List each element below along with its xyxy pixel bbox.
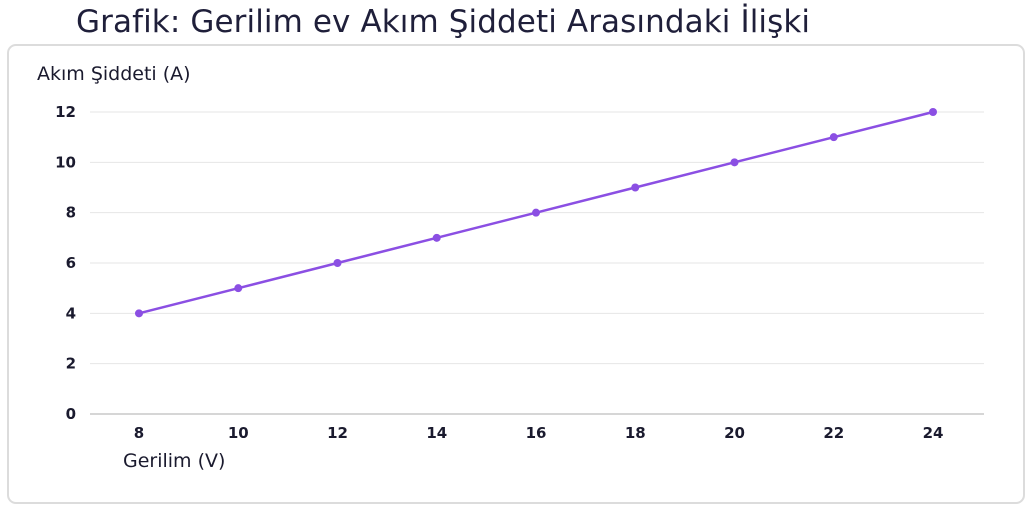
x-tick-label-8: 8 — [134, 424, 144, 442]
data-point-10 — [234, 284, 243, 293]
x-tick-label-22: 22 — [823, 424, 844, 442]
x-tick-label-12: 12 — [327, 424, 348, 442]
data-point-18 — [631, 183, 640, 192]
x-tick-labels: 8 10 12 14 16 18 20 22 24 — [134, 424, 944, 442]
page-title: Grafik: Gerilim ev Akım Şiddeti Arasında… — [76, 4, 811, 40]
x-tick-label-14: 14 — [426, 424, 447, 442]
data-point-8 — [135, 309, 143, 318]
x-axis-label: Gerilim (V) — [123, 450, 225, 472]
y-tick-label-4: 4 — [66, 304, 76, 322]
x-tick-label-10: 10 — [228, 424, 249, 442]
y-tick-label-10: 10 — [55, 153, 76, 171]
x-tick-label-16: 16 — [526, 424, 547, 442]
y-tick-label-6: 6 — [66, 254, 76, 272]
data-point-22 — [829, 133, 838, 142]
data-point-16 — [532, 208, 540, 217]
x-tick-label-20: 20 — [724, 424, 745, 442]
data-points — [135, 108, 937, 318]
y-tick-label-0: 0 — [66, 405, 76, 423]
x-tick-label-18: 18 — [625, 424, 646, 442]
data-point-12 — [333, 259, 342, 267]
data-point-14 — [432, 233, 441, 242]
x-tick-label-24: 24 — [923, 424, 944, 442]
y-axis-label: Akım Şiddeti (A) — [37, 63, 191, 85]
grid-lines — [90, 111, 984, 365]
y-tick-label-8: 8 — [66, 204, 76, 222]
data-point-20 — [730, 158, 739, 167]
chart-card — [7, 44, 1025, 504]
y-tick-labels: 0 2 4 6 8 10 12 — [55, 103, 76, 423]
data-point-24 — [929, 108, 937, 116]
y-tick-label-12: 12 — [55, 103, 76, 121]
y-tick-label-2: 2 — [66, 355, 76, 373]
